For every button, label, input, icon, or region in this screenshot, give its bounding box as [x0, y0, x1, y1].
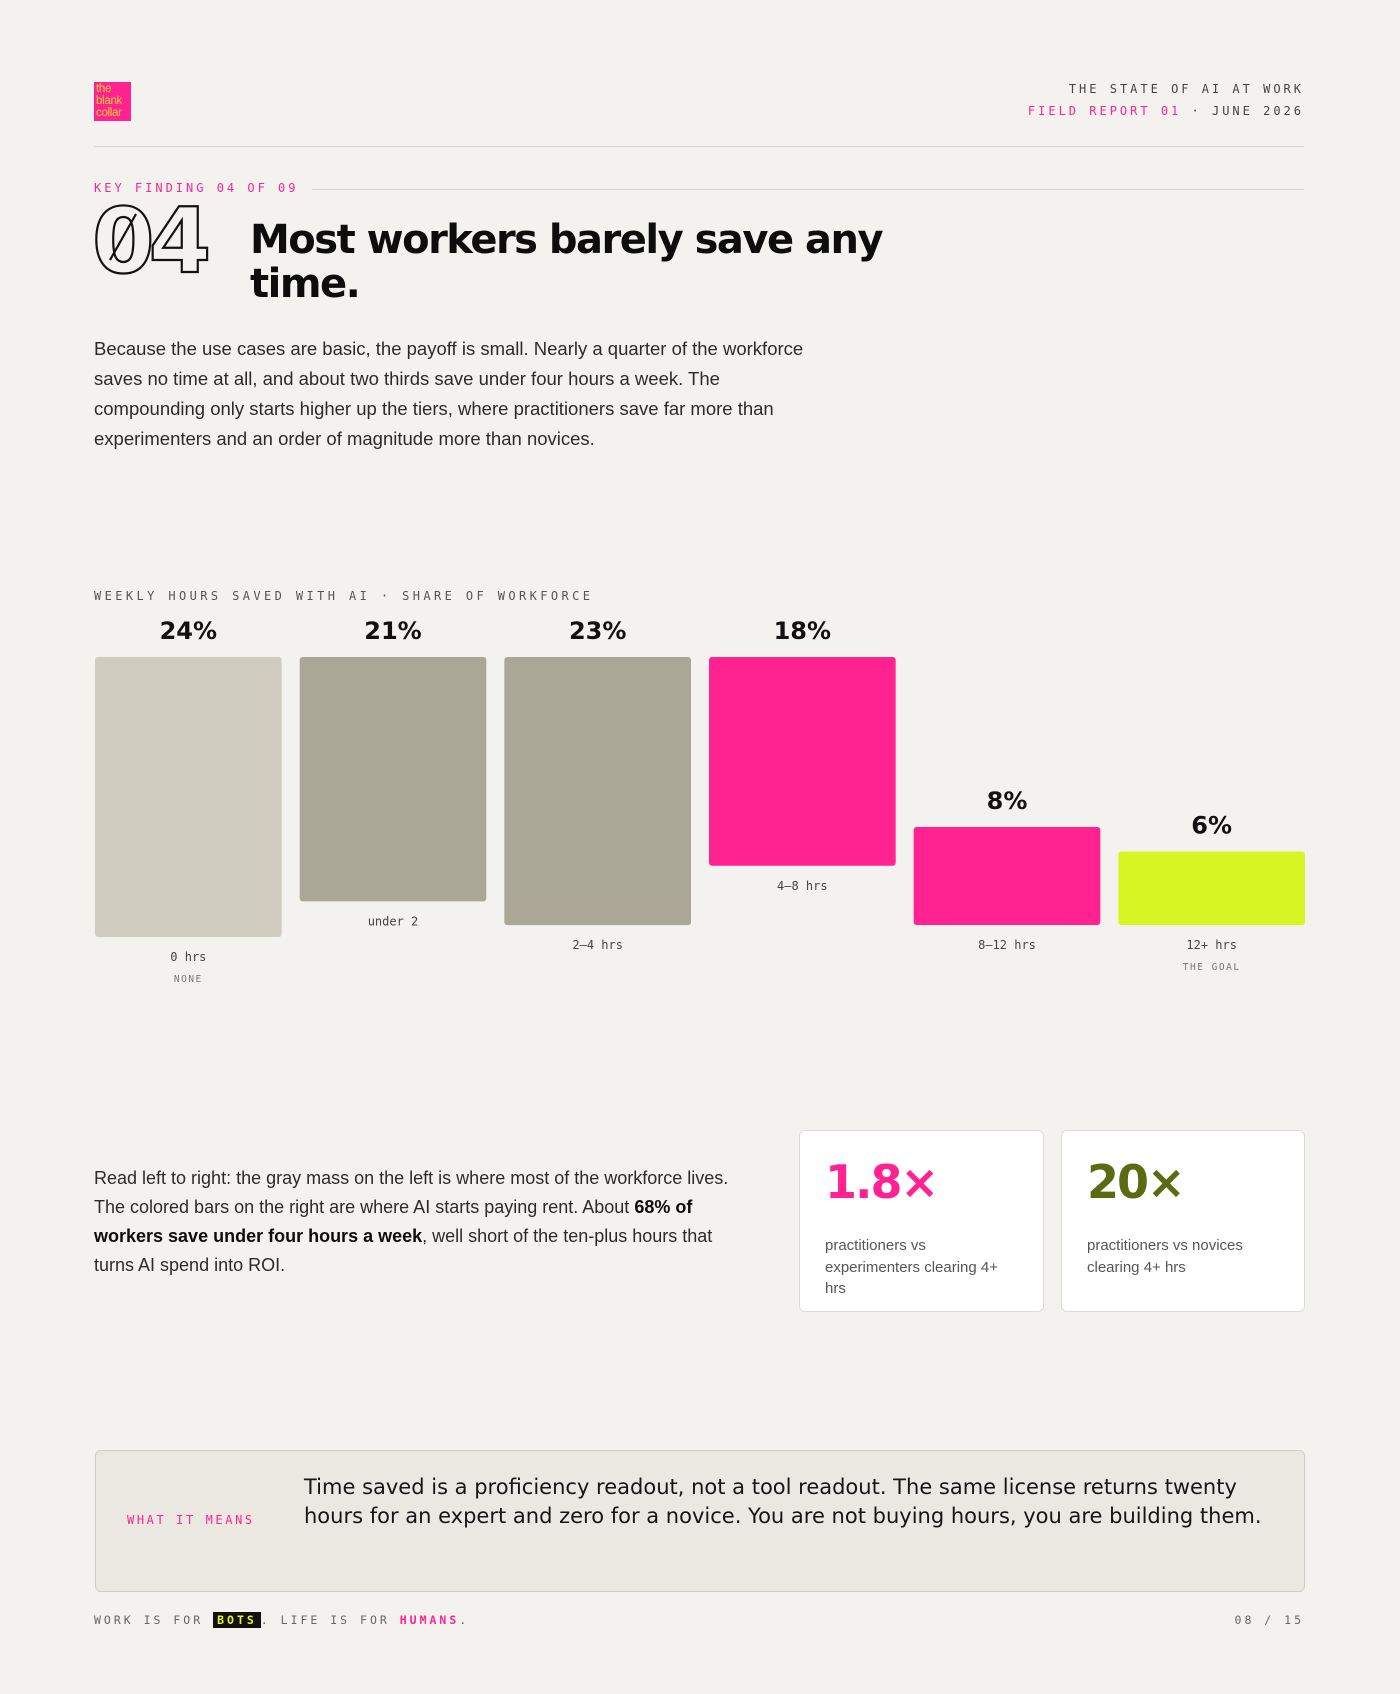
- report-issue: FIELD REPORT 01 · JUNE 2026: [1028, 104, 1304, 118]
- stat-card-practitioners-vs-experimenters: 1.8× practitioners vs experimenters clea…: [799, 1130, 1044, 1312]
- logo-line-2: blank: [96, 95, 122, 107]
- stat-card-practitioners-vs-novices: 20× practitioners vs novices clearing 4+…: [1061, 1130, 1305, 1312]
- category-label: 0 hrs: [170, 950, 206, 964]
- zero-slash: [109, 213, 137, 261]
- bar-3: [709, 657, 896, 866]
- finding-number-text: 04: [92, 200, 208, 282]
- report-title: THE STATE OF AI AT WORK: [1068, 82, 1304, 96]
- footer-pre: WORK IS FOR: [94, 1613, 214, 1627]
- category-label: under 2: [368, 914, 419, 928]
- explain-bold: 68% of workers save under four hours a w…: [94, 1197, 693, 1246]
- bar-value-label: 8%: [987, 787, 1028, 815]
- callout-tag: WHAT IT MEANS: [127, 1513, 255, 1527]
- footer-mid: . LIFE IS FOR: [260, 1613, 400, 1627]
- bar-chart: 24% 0 hrs NONE 21% under 2 23% 2–4 hrs 18% 4–8 h…: [95, 617, 1305, 985]
- report-label: FIELD REPORT 01: [1027, 104, 1182, 118]
- intro-paragraph: Because the use cases are basic, the pay…: [94, 338, 804, 449]
- chart-title: WEEKLY HOURS SAVED WITH AI · SHARE OF WO…: [94, 589, 594, 603]
- bar-value-label: 21%: [364, 617, 421, 645]
- explain-text-2: , well short of the ten-plus hours that …: [94, 1226, 713, 1275]
- bar-2: [504, 657, 691, 926]
- footer-humans: HUMANS: [399, 1613, 460, 1627]
- category-label: 8–12 hrs: [978, 938, 1036, 952]
- finding-number: 04: [92, 200, 215, 282]
- stat-value: 20×: [1087, 1155, 1186, 1209]
- bar-value-label: 18%: [774, 617, 831, 645]
- footer-tagline: WORK IS FOR BOTS. LIFE IS FOR HUMANS.: [94, 1612, 470, 1628]
- stat-label: practitioners vs experimenters clearing …: [825, 1237, 999, 1297]
- category-label: 4–8 hrs: [777, 879, 828, 893]
- category-sublabel: THE GOAL: [1183, 962, 1241, 973]
- report-separator: ·: [1181, 104, 1212, 118]
- bar-value-label: 6%: [1191, 812, 1232, 840]
- bar-5: [1118, 851, 1305, 925]
- footer-post: .: [459, 1613, 470, 1627]
- bar-value-label: 24%: [160, 617, 217, 645]
- explain-paragraph: Read left to right: the gray mass on the…: [94, 1164, 744, 1280]
- footer-bots: BOTS: [213, 1612, 261, 1628]
- bar-1: [299, 657, 487, 902]
- bar-4: [913, 827, 1101, 925]
- stat-value: 1.8×: [825, 1155, 939, 1209]
- brand-logo: the blank collar: [94, 82, 131, 121]
- category-label: 2–4 hrs: [572, 938, 623, 952]
- report-date: JUNE 2026: [1211, 104, 1304, 118]
- page-number: 08 / 15: [1234, 1613, 1304, 1627]
- category-label: 12+ hrs: [1186, 938, 1237, 952]
- callout-text: Time saved is a proficiency readout, not…: [304, 1475, 1262, 1528]
- explain-text-1: Read left to right: the gray mass on the…: [94, 1168, 729, 1217]
- what-it-means-callout: WHAT IT MEANS Time saved is a proficienc…: [95, 1450, 1305, 1592]
- header-divider: [94, 146, 1304, 147]
- page-title: Most workers barely save any time.: [250, 217, 884, 307]
- report-meta: THE STATE OF AI AT WORK FIELD REPORT 01 …: [1028, 82, 1304, 118]
- logo-line-1: the: [96, 83, 112, 95]
- kicker-divider: [312, 189, 1304, 190]
- logo-line-3: collar: [96, 107, 122, 119]
- category-sublabel: NONE: [174, 974, 203, 985]
- finding-kicker: KEY FINDING 04 OF 09: [94, 181, 299, 195]
- stat-label: practitioners vs novices clearing 4+ hrs: [1087, 1237, 1243, 1276]
- bar-value-label: 23%: [569, 617, 626, 645]
- bar-0: [95, 657, 282, 937]
